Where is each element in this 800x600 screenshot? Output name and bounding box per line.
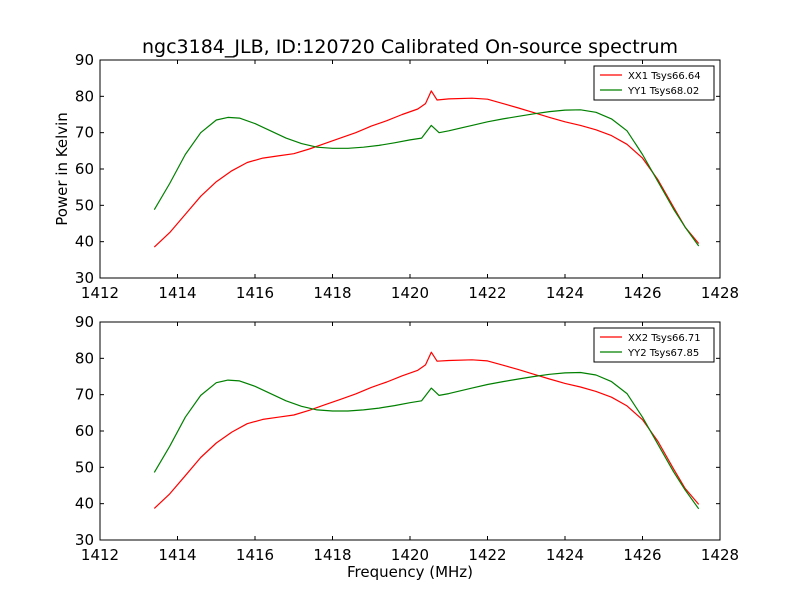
x-tick-label: 1428 xyxy=(701,546,739,564)
x-tick-label: 1412 xyxy=(81,546,119,564)
y-tick-label: 70 xyxy=(75,124,94,142)
legend-box xyxy=(593,65,715,101)
x-tick-label: 1418 xyxy=(313,284,351,302)
series-line-1 xyxy=(153,351,700,509)
x-tick-label: 1422 xyxy=(468,284,506,302)
y-tick-label: 50 xyxy=(75,196,94,214)
x-tick-label: 1424 xyxy=(546,546,584,564)
series-line-2 xyxy=(153,109,700,247)
x-tick-label: 1414 xyxy=(158,546,196,564)
x-tick-label: 1414 xyxy=(158,284,196,302)
legend-label: XX1 Tsys66.64 xyxy=(628,71,701,82)
x-tick-label: 1424 xyxy=(546,284,584,302)
y-tick-label: 90 xyxy=(75,313,94,331)
top-panel: 1412 1414 1416 1418 1420 1422 1424 1426 1428 30 40… xyxy=(75,51,739,302)
y-axis-label: Power in Kelvin xyxy=(53,112,71,226)
y-tick-label: 70 xyxy=(75,386,94,404)
legend-label: XX2 Tsys66.71 xyxy=(628,333,701,344)
series-line-1 xyxy=(153,90,700,248)
legend: XX2 Tsys66.71 YY2 Tsys67.85 xyxy=(593,327,715,363)
x-tick-label: 1426 xyxy=(623,546,661,564)
y-tick-label: 80 xyxy=(75,87,94,105)
legend-label: YY1 Tsys68.02 xyxy=(627,86,699,97)
y-tick-label: 50 xyxy=(75,458,94,476)
y-tick-label: 30 xyxy=(75,531,94,549)
y-tick-label: 80 xyxy=(75,349,94,367)
y-tick-label: 40 xyxy=(75,233,94,251)
y-tick-label: 60 xyxy=(75,422,94,440)
x-tick-label: 1416 xyxy=(236,284,274,302)
x-tick-label: 1420 xyxy=(391,546,429,564)
x-tick-label: 1416 xyxy=(236,546,274,564)
y-tick-label: 60 xyxy=(75,160,94,178)
x-tick-label: 1428 xyxy=(701,284,739,302)
x-tick-label: 1412 xyxy=(81,284,119,302)
y-tick-label: 40 xyxy=(75,495,94,513)
x-tick-label: 1426 xyxy=(623,284,661,302)
bottom-panel: 1412 1414 1416 1418 1420 1422 1424 1426 1428 30 40… xyxy=(75,313,739,564)
legend-box xyxy=(593,327,715,363)
legend-label: YY2 Tsys67.85 xyxy=(627,348,699,359)
y-tick-label: 90 xyxy=(75,51,94,69)
chart-title: ngc3184_JLB, ID:120720 Calibrated On-sou… xyxy=(142,36,678,58)
y-tick-label: 30 xyxy=(75,269,94,287)
x-axis-label: Frequency (MHz) xyxy=(347,563,473,581)
series-line-2 xyxy=(153,371,700,510)
x-tick-label: 1420 xyxy=(391,284,429,302)
x-tick-label: 1422 xyxy=(468,546,506,564)
x-tick-label: 1418 xyxy=(313,546,351,564)
legend: XX1 Tsys66.64 YY1 Tsys68.02 xyxy=(593,65,715,101)
